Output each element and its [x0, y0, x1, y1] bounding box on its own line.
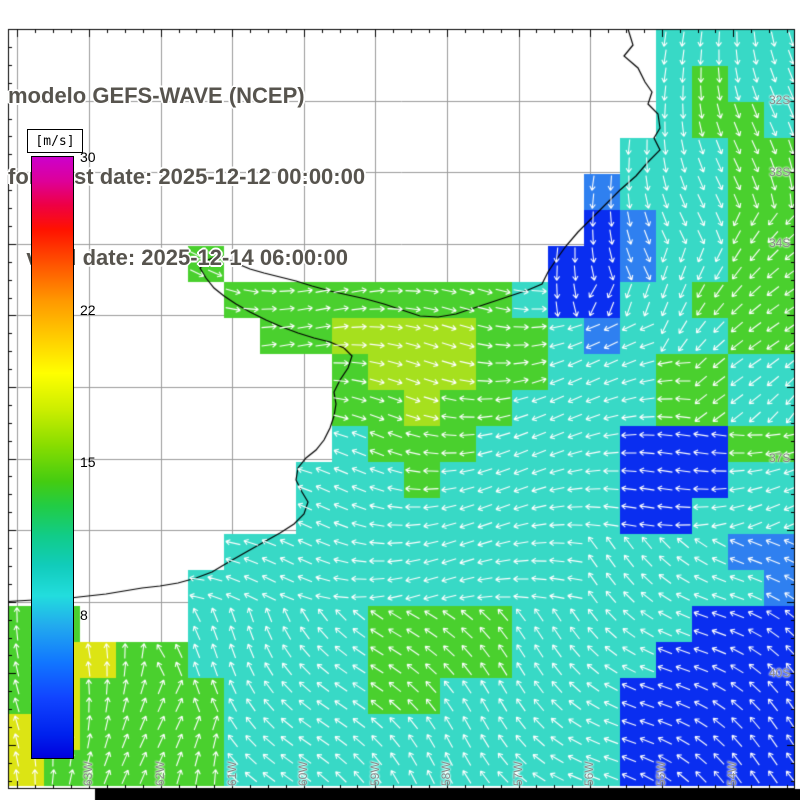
colorbar-tick-label: 22 [80, 302, 96, 318]
lat-tick-label: 37S [769, 451, 791, 465]
lon-tick-label: 60W [296, 761, 310, 786]
lon-tick-label: 56W [582, 761, 596, 786]
lon-tick-label: 62W [153, 761, 167, 786]
lon-tick-label: 63W [81, 761, 95, 786]
lat-tick-label: 40S [769, 666, 791, 680]
lon-tick-label: 55W [654, 761, 668, 786]
lon-tick-label: 57W [511, 761, 525, 786]
lon-tick-label: 61W [225, 761, 239, 786]
lat-tick-label: 32S [769, 93, 791, 107]
colorbar-tick-label: 8 [80, 607, 88, 623]
colorbar-gradient [31, 156, 74, 759]
lat-tick-label: 34S [769, 236, 791, 250]
colorbar-tick-label: 15 [80, 454, 96, 470]
lat-tick-label: 33S [769, 165, 791, 179]
lon-tick-label: 59W [368, 761, 382, 786]
colorbar-tick-label: 30 [80, 149, 96, 165]
colorbar-unit-label: [m/s] [27, 129, 83, 153]
lon-tick-label: 54W [725, 761, 739, 786]
model-title: modelo GEFS-WAVE (NCEP) [8, 83, 305, 108]
lon-tick-label: 58W [439, 761, 453, 786]
